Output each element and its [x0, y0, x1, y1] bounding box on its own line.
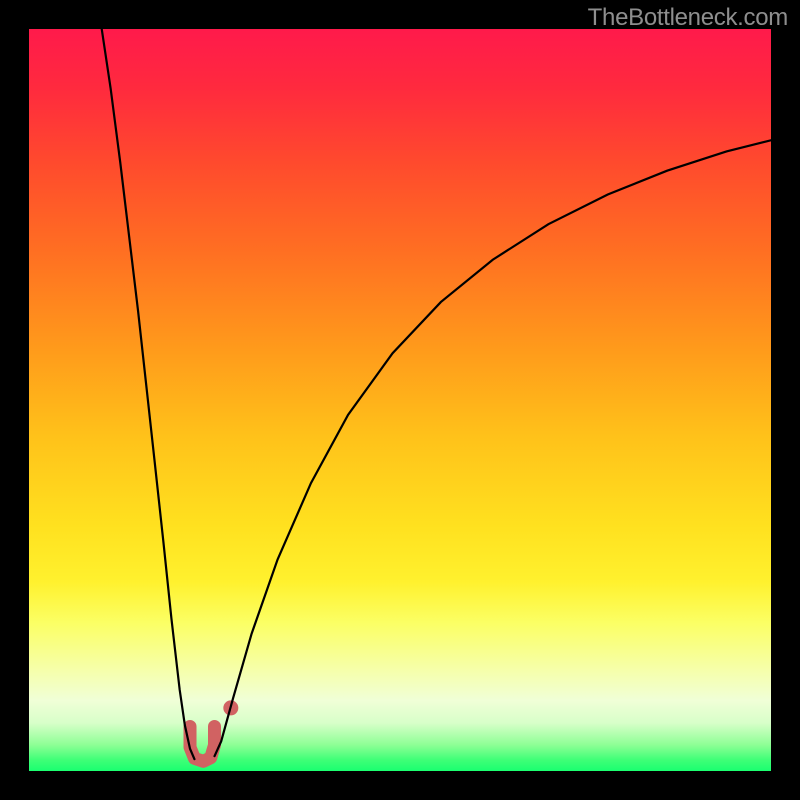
- chart-root: TheBottleneck.com: [0, 0, 800, 800]
- plot-svg: [29, 29, 771, 771]
- plot-area: [29, 29, 771, 771]
- watermark-text: TheBottleneck.com: [588, 4, 788, 32]
- gradient-background: [29, 29, 771, 771]
